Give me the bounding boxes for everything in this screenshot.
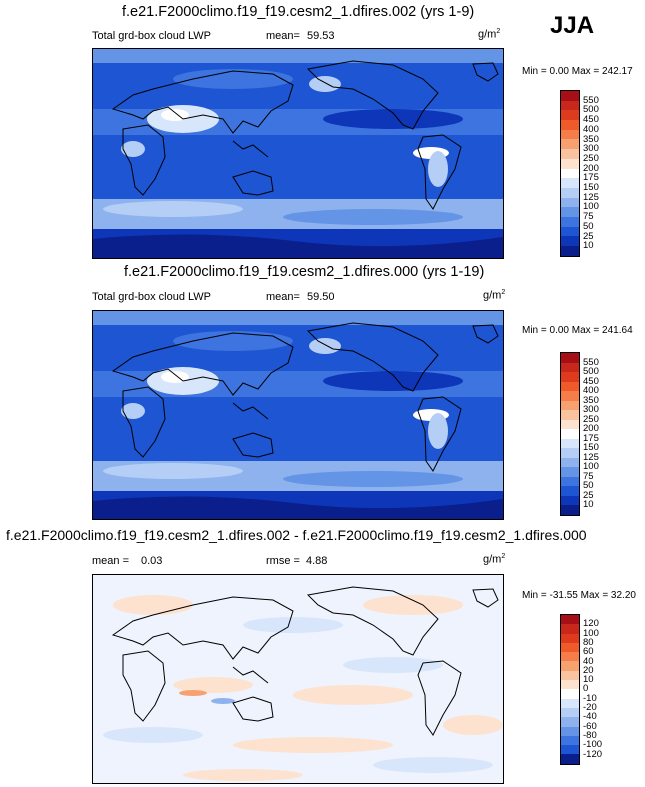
panel1-colorbar-tick: 400: [583, 123, 599, 135]
panel2-mean-label: mean=: [266, 291, 300, 303]
panel2-colorbar-tick: 50: [583, 480, 594, 491]
season-label: JJA: [550, 12, 595, 39]
panel3-colorbar-tick: 20: [583, 664, 594, 676]
panel2-colorbar-tick: 10: [583, 499, 594, 510]
panel3-map-svg: [93, 575, 503, 783]
panel3-colorbar-tick: -120: [583, 748, 603, 760]
panel3-colorbar: [560, 614, 580, 765]
panel2-colorbar-tick: 550: [583, 356, 599, 368]
panel3-colorbar-tick: -20: [583, 702, 597, 713]
panel3-colorbar-tick: -10: [583, 692, 597, 704]
panel1-colorbar-tick: 150: [583, 182, 599, 193]
panel1-colorbar: [560, 90, 580, 257]
panel3-minmax: Min = -31.55 Max = 32.20: [522, 590, 636, 601]
panel1-colorbar-tick: 200: [583, 162, 599, 174]
panel1-colorbar-tick: 175: [583, 172, 599, 184]
panel1-title: f.e21.F2000climo.f19_f19.cesm2_1.dfires.…: [122, 4, 475, 20]
panel2-mean-value: 59.50: [307, 291, 335, 303]
panel2-colorbar-tick: 25: [583, 489, 594, 501]
panel3-colorbar-tick: 120: [583, 618, 599, 630]
panel3-colorbar-tick: -60: [583, 720, 597, 732]
panel2-variable-label: Total grd-box cloud LWP: [92, 291, 212, 303]
panel3-mean-value: 0.03: [141, 555, 163, 567]
panel3-mean-label: mean =: [92, 555, 129, 567]
panel1-colorbar-tick: 500: [583, 104, 599, 116]
panel3-colorbar-tick: 0: [583, 683, 589, 695]
panel2-minmax: Min = 0.00 Max = 241.64: [522, 325, 633, 336]
panel3-rmse-value: 4.88: [306, 555, 328, 567]
panel2-colorbar-tick: 350: [583, 394, 599, 406]
panel1-minmax: Min = 0.00 Max = 242.17: [522, 66, 633, 77]
panel1-colorbar-tick: 100: [583, 201, 599, 213]
panel3-colorbar-tick: -100: [583, 739, 603, 751]
panel3-colorbar-tick: 80: [583, 636, 594, 648]
panel2-colorbar-tick: 100: [583, 461, 599, 472]
panel3-colorbar-tick: 100: [583, 627, 599, 639]
panel1-map-svg: [93, 49, 503, 258]
panel1-colorbar-tick: 450: [583, 114, 599, 126]
panel1-colorbar-tick: 50: [583, 220, 594, 232]
panel3-colorbar-tick: 40: [583, 655, 594, 667]
panel2-map-svg: [93, 311, 503, 519]
panel3-colorbar-tick: 60: [583, 646, 594, 658]
panel3-rmse-label: rmse =: [266, 555, 300, 567]
panel1-colorbar-tick: 10: [583, 240, 594, 252]
panel2-colorbar-tick: 150: [583, 442, 599, 453]
panel1-colorbar-tick: 25: [583, 230, 594, 242]
panel2-title: f.e21.F2000climo.f19_f19.cesm2_1.dfires.…: [124, 264, 485, 280]
panel1-variable-label: Total grd-box cloud LWP: [92, 30, 212, 42]
panel2-colorbar-tick: 125: [583, 451, 599, 463]
panel3-units: g/m2: [483, 553, 506, 566]
panel2-colorbar: [560, 352, 580, 516]
panel1-colorbar-tick: 75: [583, 211, 594, 223]
panel1-colorbar-tick: 550: [583, 94, 599, 106]
panel1-mean-label: mean=: [266, 30, 300, 42]
panel3-map: [92, 574, 504, 784]
panel2-colorbar-tick: 400: [583, 385, 599, 396]
panel2-colorbar-tick: 175: [583, 432, 599, 444]
panel3-colorbar-tick: -80: [583, 729, 597, 741]
panel1-colorbar-tick: 300: [583, 143, 599, 155]
panel1-mean-value: 59.53: [307, 30, 335, 42]
panel3-title: f.e21.F2000climo.f19_f19.cesm2_1.dfires.…: [6, 527, 587, 543]
panel2-units: g/m2: [483, 289, 506, 302]
panel1-colorbar-tick: 350: [583, 133, 599, 145]
panel2-colorbar-tick: 450: [583, 375, 599, 387]
panel1-colorbar-tick: 125: [583, 191, 599, 203]
panel1-units: g/m2: [478, 28, 501, 41]
panel2-colorbar-tick: 300: [583, 404, 599, 415]
panel2-colorbar-tick: 200: [583, 423, 599, 434]
panel2-colorbar-tick: 75: [583, 470, 594, 482]
panel3-colorbar-tick: 10: [583, 674, 594, 686]
panel1-colorbar-tick: 250: [583, 152, 599, 164]
panel1-map: [92, 48, 504, 259]
panel2-colorbar-tick: 500: [583, 366, 599, 377]
panel2-colorbar-tick: 250: [583, 413, 599, 425]
panel2-map: [92, 310, 504, 520]
panel3-colorbar-tick: -40: [583, 711, 597, 723]
